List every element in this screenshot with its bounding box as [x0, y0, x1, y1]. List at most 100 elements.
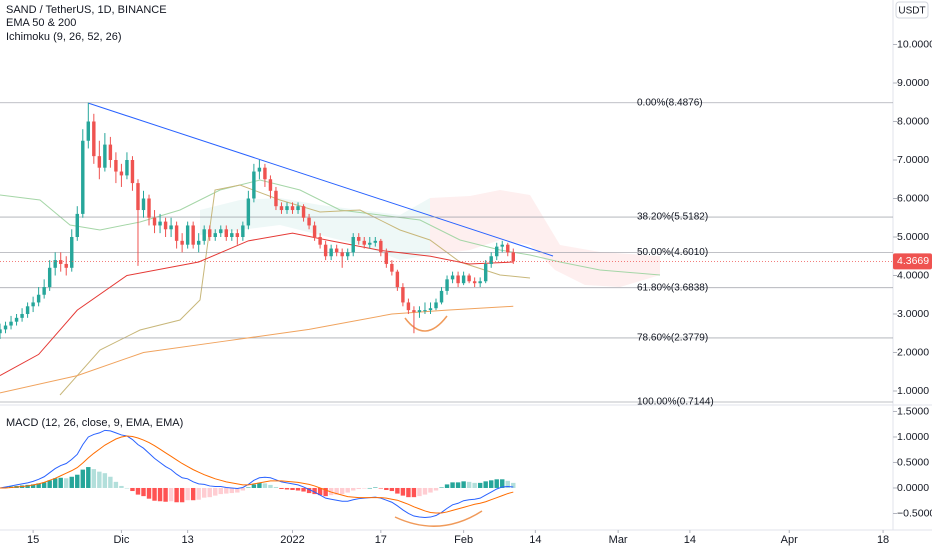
macd-histogram-bar	[351, 487, 356, 491]
y-tick-label: 10.0000	[897, 38, 932, 50]
macd-histogram-bar	[339, 487, 345, 495]
candle-body	[163, 221, 168, 230]
macd-histogram-bar	[196, 487, 201, 500]
macd-histogram-bar	[461, 481, 466, 488]
candle-body	[125, 159, 129, 176]
candle-body	[230, 233, 234, 237]
macd-line	[0, 429, 514, 519]
y-tick-label: 4.0000	[897, 269, 929, 281]
fib-label: 38.20%(5.5182)	[637, 212, 708, 223]
macd-histogram-bar	[97, 471, 102, 488]
macd-histogram-bar	[36, 483, 41, 488]
candle-body	[103, 144, 107, 168]
macd-histogram-bar	[113, 481, 119, 488]
candle-body	[20, 313, 24, 318]
candle-body	[119, 171, 124, 176]
candle-body	[3, 325, 8, 330]
macd-histogram-bar	[213, 487, 218, 496]
macd-histogram-bar	[384, 487, 389, 491]
candle-body	[368, 242, 372, 245]
ema-line	[0, 305, 514, 394]
macd-histogram-bar	[190, 487, 196, 501]
macd-histogram-bar	[444, 484, 450, 488]
macd-histogram-bar	[284, 487, 290, 490]
candle-body	[417, 310, 422, 313]
candle-body	[191, 225, 195, 245]
macd-histogram-bar	[69, 476, 74, 488]
candle-body	[169, 225, 173, 230]
candle-body	[0, 329, 2, 334]
macd-histogram-bar	[378, 487, 384, 489]
macd-histogram-bar	[251, 484, 257, 488]
candle-body	[202, 229, 206, 241]
x-tick-label: 18	[877, 534, 889, 546]
candle-body	[42, 287, 46, 295]
x-tick-label: 15	[27, 534, 39, 546]
macd-histogram-bar	[356, 487, 361, 489]
candle-body	[235, 233, 240, 237]
candle-body	[428, 308, 433, 311]
macd-histogram-bar	[41, 482, 47, 488]
macd-histogram-bar	[246, 487, 251, 488]
macd-histogram-bar	[500, 479, 505, 488]
macd-histogram-bar	[268, 484, 273, 488]
candle-body	[196, 240, 201, 245]
macd-histogram-bar	[240, 487, 246, 491]
candle-body	[136, 183, 140, 211]
candle-body	[246, 198, 251, 226]
candle-body	[412, 310, 416, 313]
candle-body	[340, 252, 344, 257]
candle-body	[158, 221, 162, 226]
candle-body	[301, 206, 306, 218]
last-price-label: 4.3669	[897, 255, 929, 267]
macd-histogram-bar	[317, 487, 323, 496]
macd-histogram-bar	[400, 487, 406, 496]
macd-histogram-bar	[229, 487, 235, 494]
currency-button[interactable]	[895, 1, 929, 19]
macd-histogram-bar	[185, 487, 190, 501]
macd-histogram-bar	[389, 487, 395, 492]
candle-body	[174, 225, 179, 241]
macd-histogram-bar	[433, 487, 439, 491]
candle-body	[450, 275, 455, 280]
ema-line	[0, 232, 514, 377]
candle-body	[141, 198, 146, 211]
candle-body	[241, 225, 245, 237]
macd-histogram-bar	[64, 478, 69, 488]
signal-line	[0, 435, 514, 514]
candle-body	[445, 279, 449, 291]
macd-histogram-bar	[47, 480, 52, 488]
macd-histogram-bar	[163, 487, 168, 502]
macd-histogram-bar	[262, 483, 268, 488]
macd-histogram-bar	[80, 469, 85, 488]
candle-body	[290, 206, 295, 211]
candle-body	[114, 159, 118, 172]
candle-body	[185, 225, 190, 245]
candle-body	[362, 240, 366, 245]
y-tick-label: 9.0000	[897, 77, 929, 89]
macd-histogram-bar	[108, 476, 113, 488]
macd-histogram-bar	[312, 487, 317, 495]
candle-body	[257, 167, 262, 172]
candle-body	[86, 121, 91, 141]
candle-body	[224, 229, 228, 237]
candle-body	[390, 263, 394, 272]
candle-body	[268, 179, 273, 191]
candle-body	[434, 302, 438, 309]
x-tick-label: Dic	[113, 534, 129, 546]
y2-tick-label: 0.0000	[897, 482, 929, 494]
y2-tick-label: −0.5000	[897, 507, 932, 519]
ichimoku-base	[59, 184, 531, 396]
macd-histogram-bar	[25, 484, 30, 488]
macd-histogram-bar	[334, 487, 339, 495]
candle-body	[64, 263, 68, 268]
candle-body	[500, 244, 504, 247]
macd-histogram-bar	[58, 477, 63, 488]
x-tick-label: Feb	[454, 534, 473, 546]
y-tick-label: 8.0000	[897, 115, 929, 127]
macd-histogram-bar	[406, 487, 411, 498]
candle-body	[130, 159, 135, 184]
macd-histogram-bar	[202, 487, 207, 498]
currency-label[interactable]: USDT	[898, 6, 925, 17]
